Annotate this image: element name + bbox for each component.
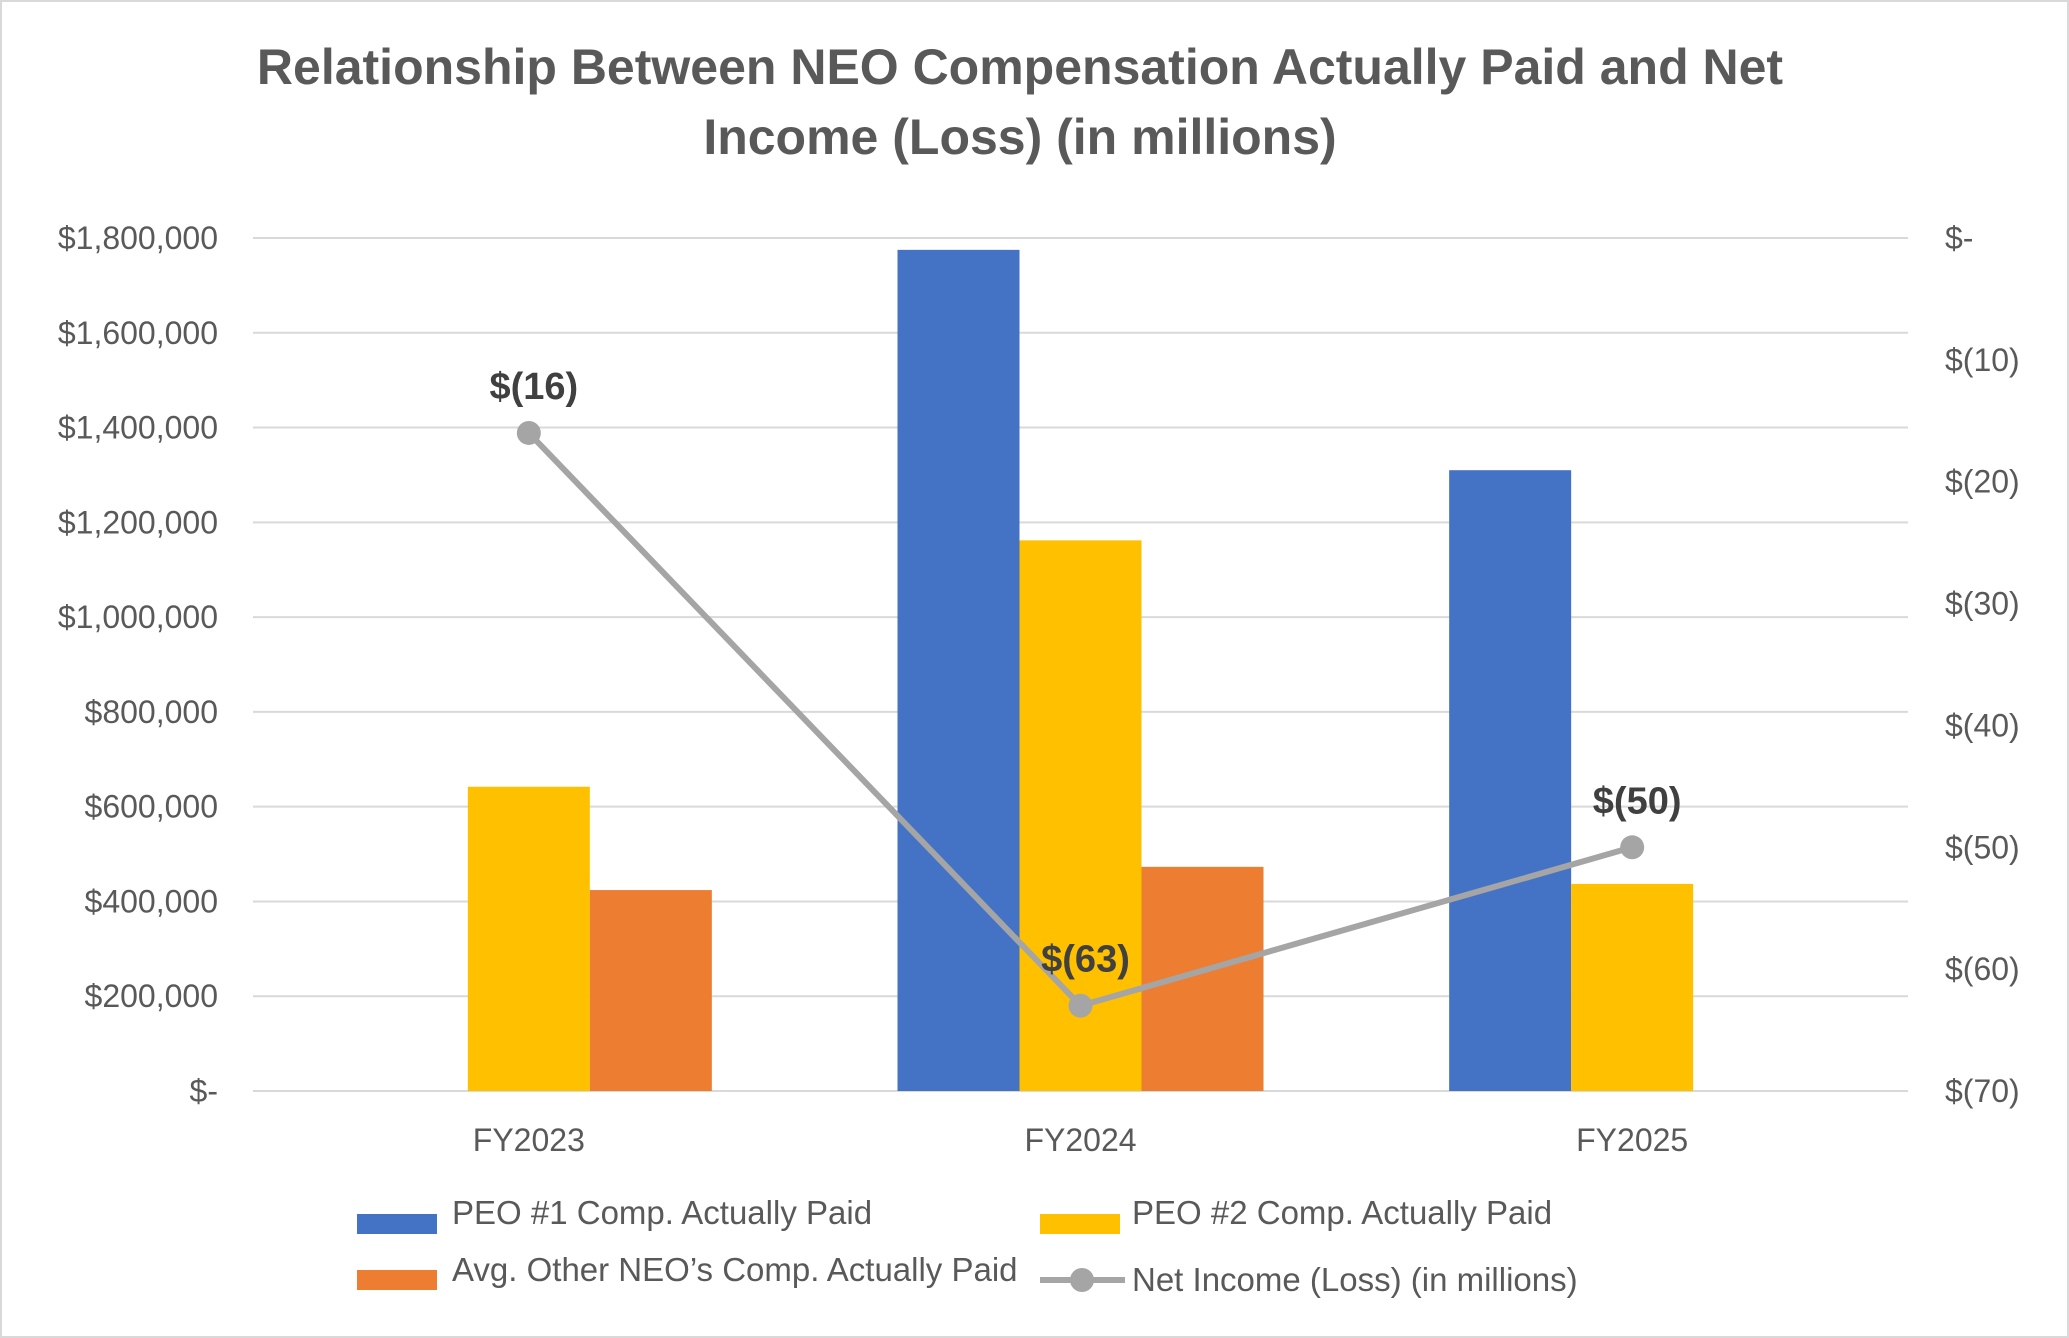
right-tick-label: $(10) <box>1945 342 2020 378</box>
category-axis: FY2023 FY2024 FY2025 <box>473 1122 1688 1158</box>
left-tick-label: $800,000 <box>85 694 218 730</box>
left-axis: $- $200,000 $400,000 $600,000 $800,000 $1,000… <box>58 220 218 1109</box>
left-tick-label: $400,000 <box>85 883 218 919</box>
left-tick-label: $600,000 <box>85 789 218 825</box>
right-tick-label: $(40) <box>1945 707 2020 743</box>
chart-title: Relationship Between NEO Compensation Ac… <box>257 39 1784 165</box>
bar <box>897 249 1020 1091</box>
right-tick-label: $(20) <box>1945 464 2020 500</box>
left-tick-label: $200,000 <box>85 978 218 1014</box>
legend-label: PEO #1 Comp. Actually Paid <box>452 1194 872 1231</box>
net-income-data-label: $(63) <box>1041 939 1130 981</box>
left-tick-label: $1,200,000 <box>58 504 218 540</box>
legend-swatch <box>1040 1214 1120 1234</box>
legend-swatch <box>357 1214 437 1234</box>
category-label: FY2025 <box>1576 1122 1688 1158</box>
right-tick-label: $(60) <box>1945 951 2020 987</box>
right-tick-label: $(70) <box>1945 1073 2020 1109</box>
bar <box>1571 883 1694 1091</box>
net-income-marker <box>1068 993 1093 1018</box>
category-label: FY2024 <box>1024 1122 1136 1158</box>
bars <box>467 249 1694 1091</box>
right-axis: $(70) $(60) $(50) $(40) $(30) $(20) $(10) $- <box>1945 220 2020 1109</box>
legend-label: Avg. Other NEO’s Comp. Actually Paid <box>452 1251 1018 1288</box>
legend-line-marker <box>1070 1268 1094 1292</box>
legend-swatch <box>357 1270 437 1290</box>
net-income-data-label: $(50) <box>1593 780 1682 822</box>
left-tick-label: $1,800,000 <box>58 220 218 256</box>
chart-title-line-2: Income (Loss) (in millions) <box>703 109 1336 165</box>
left-tick-label: $- <box>190 1073 218 1109</box>
right-tick-label: $- <box>1945 220 1973 256</box>
bar <box>1141 866 1264 1091</box>
right-tick-label: $(50) <box>1945 829 2020 865</box>
net-income-marker <box>1620 835 1645 860</box>
bar <box>589 890 712 1091</box>
legend-label: Net Income (Loss) (in millions) <box>1132 1261 1578 1298</box>
net-income-marker <box>516 420 541 445</box>
right-tick-label: $(30) <box>1945 586 2020 622</box>
chart-title-line-1: Relationship Between NEO Compensation Ac… <box>257 39 1784 95</box>
left-tick-label: $1,400,000 <box>58 410 218 446</box>
category-label: FY2023 <box>473 1122 585 1158</box>
legend-label: PEO #2 Comp. Actually Paid <box>1132 1194 1552 1231</box>
net-income-data-label: $(16) <box>489 366 578 408</box>
bar <box>1449 470 1572 1091</box>
legend: PEO #1 Comp. Actually Paid PEO #2 Comp. A… <box>357 1194 1578 1298</box>
left-tick-label: $1,600,000 <box>58 315 218 351</box>
net-income-line: $(16) $(63) $(50) <box>489 366 1682 1018</box>
left-tick-label: $1,000,000 <box>58 599 218 635</box>
bar <box>467 786 590 1091</box>
